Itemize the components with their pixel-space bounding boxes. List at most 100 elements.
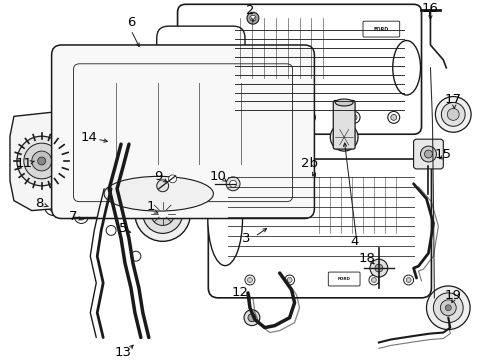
Circle shape: [261, 114, 267, 120]
Circle shape: [426, 286, 469, 330]
Circle shape: [48, 202, 59, 212]
FancyBboxPatch shape: [85, 125, 276, 191]
Circle shape: [445, 305, 450, 311]
Circle shape: [258, 111, 270, 123]
Text: 4: 4: [349, 235, 358, 248]
Circle shape: [249, 15, 255, 21]
Circle shape: [175, 132, 185, 142]
Circle shape: [92, 132, 102, 142]
Circle shape: [329, 123, 357, 151]
Circle shape: [420, 146, 435, 162]
Text: 16: 16: [421, 2, 438, 15]
Circle shape: [441, 103, 464, 126]
Circle shape: [306, 114, 312, 120]
Circle shape: [32, 151, 52, 171]
Text: 10: 10: [209, 170, 226, 183]
Circle shape: [434, 96, 470, 132]
Text: FORD: FORD: [337, 277, 350, 281]
Circle shape: [175, 174, 185, 184]
Text: 7: 7: [69, 210, 78, 223]
Circle shape: [350, 114, 356, 120]
FancyBboxPatch shape: [327, 272, 359, 286]
Circle shape: [158, 208, 167, 219]
Circle shape: [390, 114, 396, 120]
Circle shape: [284, 275, 294, 285]
Circle shape: [247, 314, 255, 321]
Text: 11: 11: [15, 157, 32, 171]
Circle shape: [335, 128, 352, 146]
Circle shape: [52, 204, 56, 208]
Ellipse shape: [207, 171, 242, 266]
Text: 9: 9: [154, 170, 163, 183]
Text: 2: 2: [245, 4, 254, 17]
Text: 14: 14: [81, 131, 98, 144]
Circle shape: [447, 108, 458, 120]
Circle shape: [38, 157, 45, 165]
Circle shape: [74, 210, 88, 224]
Circle shape: [303, 111, 315, 123]
Circle shape: [432, 293, 462, 323]
Text: FORD: FORD: [372, 27, 387, 32]
Circle shape: [303, 169, 315, 181]
Text: 19: 19: [444, 289, 461, 302]
Circle shape: [92, 174, 102, 184]
Text: 18: 18: [358, 252, 375, 265]
Text: 12: 12: [231, 287, 248, 300]
Circle shape: [157, 180, 168, 192]
Circle shape: [135, 186, 190, 241]
Circle shape: [106, 225, 116, 235]
Circle shape: [168, 175, 176, 183]
Circle shape: [340, 133, 347, 141]
Polygon shape: [10, 111, 73, 211]
Circle shape: [131, 251, 141, 261]
Circle shape: [371, 278, 376, 283]
Ellipse shape: [104, 176, 213, 211]
Circle shape: [331, 278, 336, 283]
Circle shape: [212, 111, 224, 123]
Circle shape: [225, 177, 240, 191]
Circle shape: [150, 202, 174, 225]
FancyBboxPatch shape: [177, 4, 421, 134]
Circle shape: [246, 12, 258, 24]
Circle shape: [374, 264, 382, 272]
Text: 8: 8: [36, 197, 44, 210]
Circle shape: [403, 275, 413, 285]
Text: 3: 3: [241, 232, 250, 245]
Circle shape: [24, 143, 60, 179]
Circle shape: [440, 300, 455, 316]
FancyBboxPatch shape: [333, 100, 354, 149]
Circle shape: [387, 111, 399, 123]
Circle shape: [259, 132, 269, 142]
FancyBboxPatch shape: [413, 139, 443, 169]
Circle shape: [259, 174, 269, 184]
Ellipse shape: [392, 41, 420, 95]
Circle shape: [229, 180, 236, 187]
Text: 2b: 2b: [300, 157, 317, 171]
Circle shape: [215, 114, 221, 120]
Text: 13: 13: [114, 346, 131, 359]
Circle shape: [247, 278, 252, 283]
Circle shape: [244, 275, 254, 285]
Text: 17: 17: [444, 93, 461, 106]
Circle shape: [244, 310, 259, 325]
Circle shape: [17, 136, 66, 186]
Circle shape: [44, 198, 62, 216]
Circle shape: [424, 150, 431, 158]
Text: 5: 5: [119, 222, 127, 235]
Circle shape: [78, 213, 84, 220]
FancyBboxPatch shape: [157, 26, 244, 134]
Text: 1: 1: [146, 200, 155, 213]
Text: 15: 15: [434, 148, 451, 161]
FancyBboxPatch shape: [52, 45, 314, 219]
Circle shape: [328, 275, 339, 285]
Ellipse shape: [335, 99, 352, 106]
FancyBboxPatch shape: [208, 159, 430, 298]
Text: 6: 6: [126, 15, 135, 29]
Circle shape: [406, 278, 410, 283]
FancyBboxPatch shape: [362, 21, 399, 37]
Circle shape: [347, 111, 359, 123]
Circle shape: [286, 278, 291, 283]
Circle shape: [368, 275, 378, 285]
Circle shape: [142, 194, 182, 233]
Circle shape: [306, 172, 312, 178]
